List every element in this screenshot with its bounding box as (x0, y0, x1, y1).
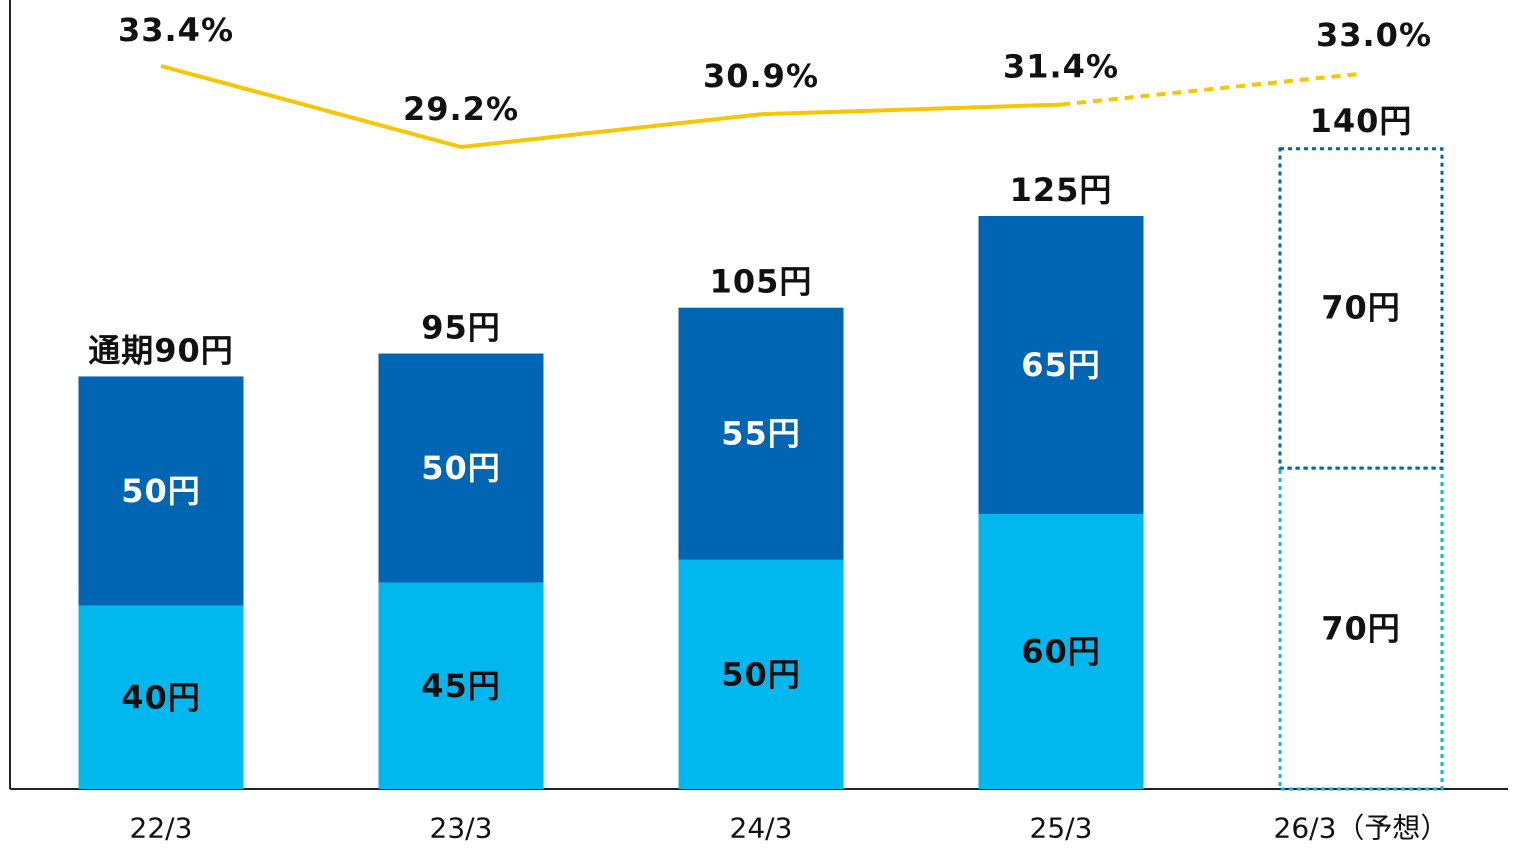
bar-interim-0 (78, 605, 244, 789)
total-label-2: 105円 (710, 263, 813, 301)
total-label-0: 通期90円 (88, 331, 234, 369)
payout-ratio-label-2: 30.9% (703, 57, 819, 95)
data-label-yearend-4: 70円 (1321, 289, 1401, 327)
bar-interim-2 (678, 559, 844, 789)
x-tick-label-4: 26/3（予想） (1274, 812, 1449, 845)
payout-ratio-forecast-line (1060, 71, 1362, 107)
total-label-3: 125円 (1010, 171, 1113, 209)
data-label-interim-0: 40円 (121, 678, 201, 716)
data-label-interim-2: 50円 (721, 655, 801, 693)
bar-interim-3 (978, 513, 1144, 789)
bar-yearend-2 (678, 307, 844, 560)
x-tick-label-0: 22/3 (130, 812, 193, 845)
payout-ratio-label-0: 33.4% (118, 11, 234, 49)
data-label-yearend-1: 50円 (421, 449, 501, 487)
x-tick-label-1: 23/3 (430, 812, 493, 845)
data-label-interim-1: 45円 (421, 667, 501, 705)
bar-yearend-3 (978, 216, 1144, 514)
total-label-1: 95円 (421, 309, 501, 347)
bar-yearend-0 (78, 376, 244, 606)
x-tick-label-2: 24/3 (730, 812, 793, 845)
payout-ratio-line (160, 64, 1062, 150)
bar-yearend-1 (378, 353, 544, 583)
bar-interim-1 (378, 582, 544, 789)
payout-ratio-label-3: 31.4% (1003, 48, 1119, 86)
payout-ratio-label-1: 29.2% (403, 90, 519, 128)
data-label-yearend-0: 50円 (121, 472, 201, 510)
payout-ratio-label-4: 33.0% (1316, 16, 1432, 54)
data-label-interim-4: 70円 (1321, 610, 1401, 648)
data-label-yearend-3: 65円 (1021, 346, 1101, 384)
data-label-yearend-2: 55円 (721, 415, 801, 453)
x-tick-label-3: 25/3 (1030, 812, 1093, 845)
bar-yearend-forecast (1278, 147, 1444, 470)
total-label-4: 140円 (1310, 102, 1413, 140)
data-label-interim-3: 60円 (1021, 632, 1101, 670)
